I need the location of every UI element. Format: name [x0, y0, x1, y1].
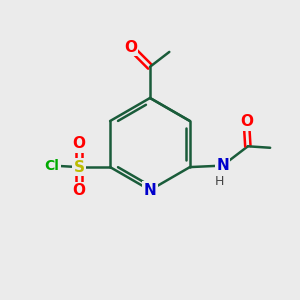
- Text: O: O: [72, 136, 86, 152]
- Text: Cl: Cl: [45, 159, 60, 172]
- Text: O: O: [72, 183, 86, 198]
- Text: N: N: [144, 183, 156, 198]
- Text: S: S: [74, 160, 84, 175]
- Text: O: O: [124, 40, 137, 55]
- Text: N: N: [216, 158, 229, 173]
- Text: H: H: [215, 175, 224, 188]
- Text: O: O: [240, 114, 253, 129]
